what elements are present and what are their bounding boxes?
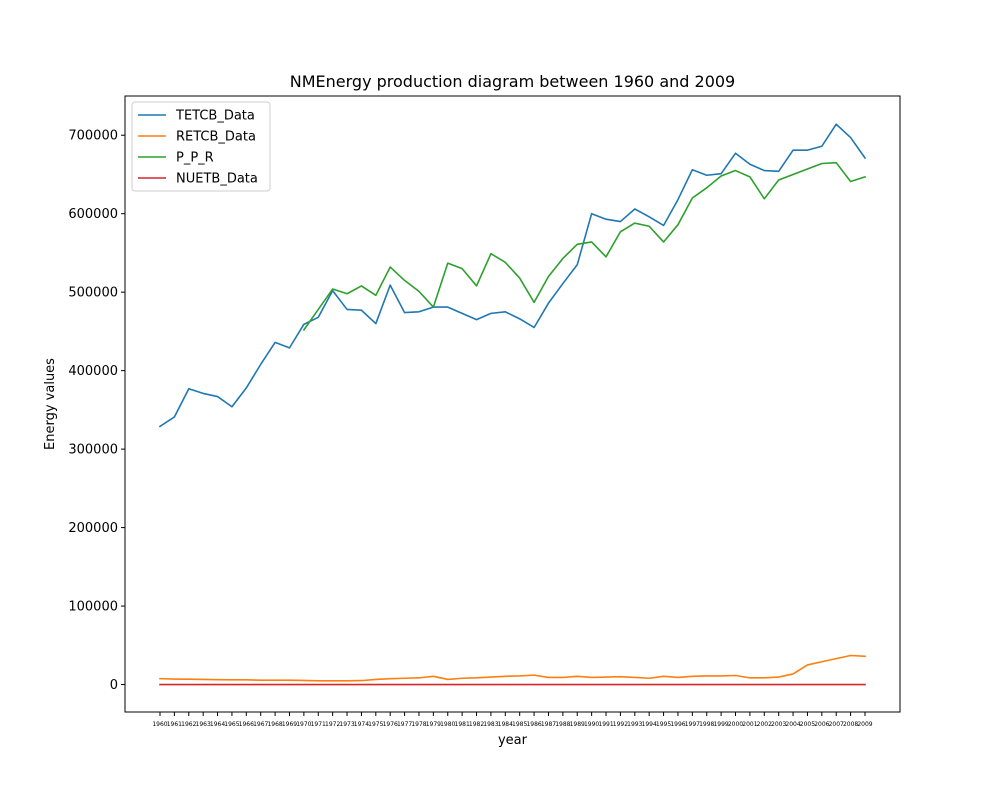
x-tick-label: 1961 [167,721,182,728]
x-tick-label: 1996 [670,721,685,728]
x-tick-label: 1975 [368,721,383,728]
y-tick-label: 700000 [68,129,118,144]
y-tick-label: 600000 [68,207,118,222]
y-tick-label: 0 [110,678,118,693]
x-tick-label: 1965 [224,721,239,728]
series-line-p-p-r [302,161,867,331]
x-tick-label: 1976 [383,721,398,728]
legend-label: NUETB_Data [176,172,258,187]
y-tick-label: 500000 [68,286,118,301]
x-tick-label: 2006 [814,721,829,728]
x-tick-label: 1977 [397,721,412,728]
x-tick-label: 2009 [857,721,872,728]
plot-area: 0 100000 200000 300000 400000 500000 600000 700… [68,95,901,728]
x-tick-label: 2002 [757,721,772,728]
legend-label: P_P_R [176,151,214,166]
legend: TETCB_Data RETCB_Data P_P_R NUETB_Data [131,101,271,192]
x-tick-label: 1960 [152,721,167,728]
x-tick-label: 1994 [642,721,657,728]
x-tick-label: 1972 [325,721,340,728]
x-tick-label: 1974 [354,721,369,728]
y-tick-label: 100000 [68,600,118,615]
y-axis-label: Energy values [43,358,58,450]
x-tick-label: 2008 [843,721,858,728]
x-tick-label: 1990 [584,721,599,728]
x-tick-label: 1971 [311,721,326,728]
x-tick-label: 1989 [570,721,585,728]
y-tick-label: 200000 [68,521,118,536]
x-tick-label: 2001 [742,721,757,728]
x-tick-label: 1987 [541,721,556,728]
x-tick-label: 1978 [411,721,426,728]
x-tick-label: 2000 [728,721,743,728]
x-axis-label: year [498,733,528,748]
x-tick-label: 1991 [598,721,613,728]
series-line-retcb-data [159,654,866,682]
x-tick-label: 1973 [339,721,354,728]
x-tick-label: 1964 [210,721,225,728]
y-tick-label: 300000 [68,443,118,458]
x-tick-label: 1983 [483,721,498,728]
x-tick-label: 1980 [440,721,455,728]
x-tick-label: 1988 [555,721,570,728]
x-tick-label: 1992 [613,721,628,728]
x-tick-label: 1967 [253,721,268,728]
x-tick-label: 1966 [239,721,254,728]
axes-frame [124,95,901,713]
chart-title: NMEnergy production diagram between 1960… [290,72,735,91]
series-line-tetcb-data [158,123,867,428]
legend-label: TETCB_Data [175,109,255,124]
x-tick-label: 1995 [656,721,671,728]
legend-box [131,101,271,192]
x-tick-label: 1968 [267,721,282,728]
x-tick-label: 1999 [713,721,728,728]
x-tick-label: 1969 [282,721,297,728]
y-tick-label: 400000 [68,364,118,379]
x-tick-label: 1981 [455,721,470,728]
x-tick-label: 1984 [498,721,513,728]
x-tick-label: 1998 [699,721,714,728]
x-tick-label: 2003 [771,721,786,728]
x-tick-label: 1970 [296,721,311,728]
x-tick-label: 1979 [426,721,441,728]
x-tick-label: 2007 [829,721,844,728]
x-tick-label: 1963 [196,721,211,728]
x-tick-label: 2005 [800,721,815,728]
x-tick-label: 1982 [469,721,484,728]
x-tick-label: 2004 [785,721,800,728]
x-tick-label: 1962 [181,721,196,728]
x-tick-label: 1993 [627,721,642,728]
x-tick-label: 1986 [526,721,541,728]
legend-label: RETCB_Data [176,130,256,145]
x-tick-label: 1997 [685,721,700,728]
x-tick-label: 1985 [512,721,527,728]
